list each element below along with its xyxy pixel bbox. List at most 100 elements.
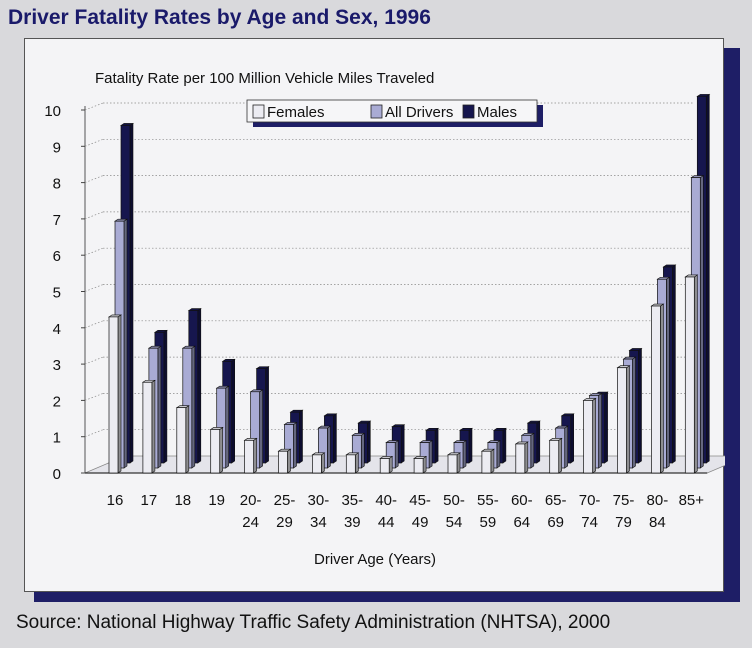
y-tick-label: 5 bbox=[53, 285, 61, 302]
bar-side bbox=[287, 448, 291, 474]
y-tick-label: 9 bbox=[53, 139, 61, 156]
bar-side bbox=[536, 420, 541, 464]
bar-females bbox=[548, 437, 563, 474]
bar-side bbox=[321, 452, 325, 474]
bar-side bbox=[231, 358, 235, 464]
bar-females bbox=[175, 405, 190, 474]
chart-frame: 0 1 2 3 4 5 6 7 8 9 10 Fatality Rate per 100 Millio… bbox=[24, 38, 725, 592]
x-tick-label: 17 bbox=[141, 492, 158, 509]
bar-side bbox=[219, 426, 223, 474]
x-tick-label: 45- bbox=[409, 492, 431, 509]
x-tick-label: 69 bbox=[547, 514, 564, 531]
x-tick-label: 75- bbox=[613, 492, 635, 509]
bar-side bbox=[157, 345, 162, 469]
y-tick-label: 2 bbox=[53, 393, 61, 410]
legend-item: All Drivers bbox=[385, 104, 453, 121]
bar-front bbox=[617, 367, 627, 474]
bar-females bbox=[582, 397, 597, 474]
bar-side bbox=[570, 413, 575, 464]
bar-side bbox=[129, 122, 134, 464]
x-tick-label: 65- bbox=[545, 492, 567, 509]
gridline-diagonal bbox=[84, 320, 104, 329]
bar-side bbox=[327, 425, 331, 469]
bar-side bbox=[530, 432, 535, 469]
bar-front bbox=[481, 450, 492, 474]
bar-front bbox=[549, 439, 560, 474]
bar-front bbox=[413, 458, 424, 474]
bar-side bbox=[524, 441, 529, 474]
y-tick-label: 10 bbox=[44, 103, 61, 120]
bar-side bbox=[400, 424, 405, 464]
bar-side bbox=[259, 389, 263, 469]
chart-title: Driver Fatality Rates by Age and Sex, 19… bbox=[8, 6, 431, 29]
legend-item: Males bbox=[477, 104, 517, 121]
y-tick-label: 0 bbox=[53, 466, 61, 483]
bar-front bbox=[651, 305, 661, 474]
x-tick-label: 49 bbox=[412, 514, 429, 531]
bar-side bbox=[705, 93, 710, 464]
bar-side bbox=[299, 409, 303, 464]
x-tick-label: 79 bbox=[615, 514, 632, 531]
x-tick-label: 54 bbox=[446, 514, 463, 531]
bar-side bbox=[502, 427, 507, 464]
x-tick-label: 74 bbox=[581, 514, 598, 531]
x-tick-label: 50- bbox=[443, 492, 465, 509]
gridline-diagonal bbox=[84, 138, 104, 147]
bar-side bbox=[490, 448, 495, 474]
x-tick-label: 24 bbox=[242, 514, 259, 531]
bar-front bbox=[142, 381, 153, 474]
bar-females bbox=[650, 303, 665, 474]
bar-females bbox=[209, 426, 224, 474]
bar-side bbox=[360, 432, 365, 469]
x-tick-label: 84 bbox=[649, 514, 666, 531]
bar-females bbox=[108, 314, 122, 474]
bar-females bbox=[243, 437, 258, 474]
bar-side bbox=[693, 274, 698, 474]
bar-side bbox=[558, 437, 563, 474]
bar-side bbox=[123, 218, 128, 469]
bar-side bbox=[699, 175, 704, 469]
bar-side bbox=[333, 413, 337, 464]
bar-side bbox=[197, 307, 202, 464]
bar-front bbox=[379, 458, 390, 474]
bar-side bbox=[632, 356, 636, 469]
bar-front bbox=[176, 407, 187, 474]
gridline-diagonal bbox=[84, 247, 104, 256]
x-tick-label: 25- bbox=[274, 492, 296, 509]
x-tick-label: 59 bbox=[480, 514, 497, 531]
bar-front bbox=[345, 454, 356, 474]
x-tick-label: 40- bbox=[375, 492, 397, 509]
bar-all-drivers bbox=[249, 389, 264, 469]
x-tick-label: 20- bbox=[240, 492, 262, 509]
bar-side bbox=[293, 421, 297, 469]
bar-front bbox=[108, 316, 119, 474]
bar-side bbox=[265, 366, 269, 464]
legend-swatch bbox=[252, 104, 265, 119]
bar-side bbox=[354, 452, 359, 474]
bar-side bbox=[456, 452, 461, 474]
x-tick-label: 30- bbox=[308, 492, 330, 509]
y-tick-label: 8 bbox=[53, 176, 61, 193]
bar-side bbox=[394, 440, 399, 469]
bar-females bbox=[480, 448, 495, 474]
bar-side bbox=[462, 440, 467, 469]
x-axis-label: Driver Age (Years) bbox=[314, 551, 436, 568]
gridline-diagonal bbox=[84, 284, 104, 292]
source-note: Source: National Highway Traffic Safety … bbox=[16, 612, 611, 633]
x-tick-label: 16 bbox=[107, 492, 124, 509]
bar-side bbox=[592, 397, 596, 474]
x-tick-label: 34 bbox=[310, 514, 327, 531]
bar-front bbox=[583, 400, 593, 474]
x-tick-label: 29 bbox=[276, 514, 293, 531]
bar-all-drivers bbox=[385, 440, 400, 469]
bar-side bbox=[117, 314, 122, 474]
bar-side bbox=[253, 437, 257, 474]
x-tick-label: 85+ bbox=[679, 492, 705, 509]
bar-side bbox=[225, 385, 229, 469]
bar-side bbox=[672, 264, 676, 464]
y-tick-label: 4 bbox=[53, 321, 61, 338]
bar-side bbox=[660, 303, 664, 474]
bar-front bbox=[244, 439, 254, 474]
bar-front bbox=[447, 454, 458, 474]
